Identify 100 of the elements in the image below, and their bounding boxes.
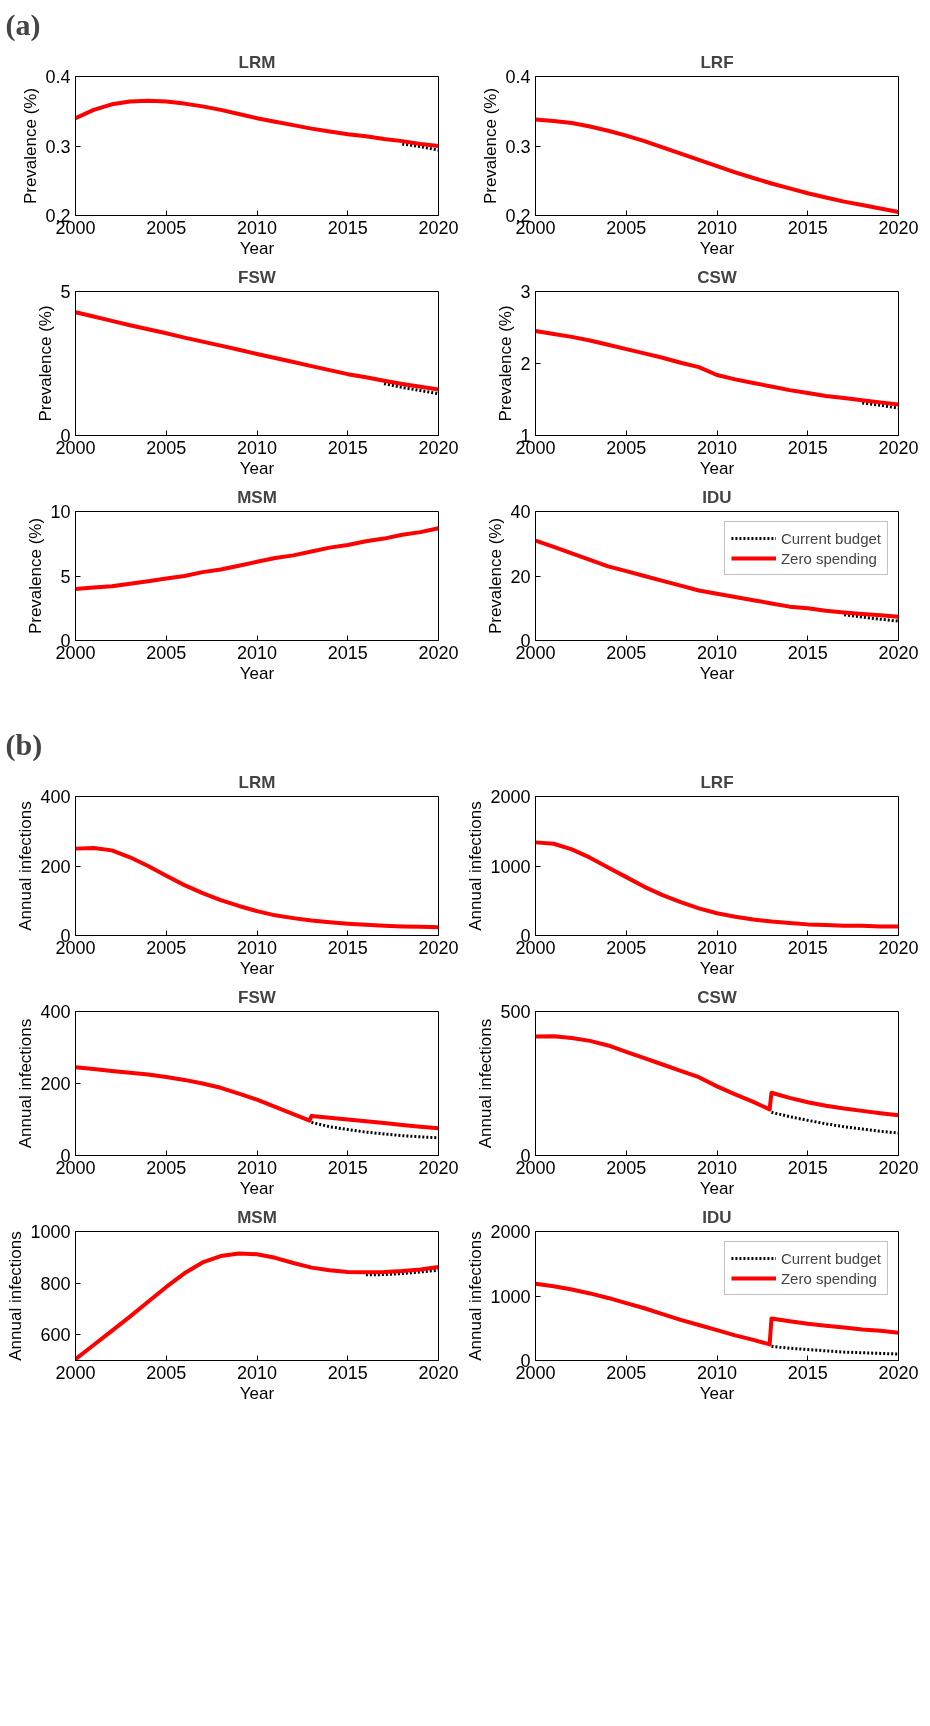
x-axis-title: Year bbox=[239, 663, 275, 683]
chart-title: FSW bbox=[238, 987, 277, 1007]
chart-title: MSM bbox=[237, 487, 277, 507]
y-tick-label: 400 bbox=[40, 1002, 71, 1022]
x-tick-label: 2010 bbox=[696, 642, 738, 663]
x-tick-label: 2005 bbox=[146, 437, 187, 458]
x-tick-label: 2015 bbox=[787, 937, 828, 958]
y-axis-title: Prevalence (%) bbox=[21, 87, 41, 205]
x-tick-label: 2005 bbox=[146, 1362, 187, 1383]
legend-label: Zero spending bbox=[780, 1269, 877, 1287]
y-tick-label: 500 bbox=[500, 1002, 531, 1022]
x-tick-label: 2010 bbox=[236, 1362, 278, 1383]
line-series bbox=[769, 1110, 899, 1135]
line-series bbox=[75, 845, 439, 930]
x-axis-title: Year bbox=[699, 238, 735, 258]
x-tick-label: 2015 bbox=[787, 1157, 828, 1178]
x-tick-label: 2020 bbox=[418, 642, 459, 663]
x-tick-label: 2010 bbox=[236, 1157, 278, 1178]
x-tick-label: 2020 bbox=[878, 437, 919, 458]
x-tick-label: 2015 bbox=[787, 1362, 828, 1383]
x-tick-label: 2005 bbox=[606, 642, 647, 663]
x-tick-label: 2005 bbox=[606, 217, 647, 238]
x-tick-label: 2015 bbox=[787, 217, 828, 238]
x-tick-label: 2005 bbox=[146, 642, 187, 663]
x-tick-label: 2020 bbox=[418, 937, 459, 958]
x-tick-label: 2010 bbox=[696, 217, 738, 238]
line-series bbox=[75, 310, 439, 392]
line-series bbox=[535, 329, 899, 407]
legend-label: Current budget bbox=[780, 529, 881, 547]
y-tick-label: 40 bbox=[510, 502, 531, 522]
text: (a) bbox=[5, 7, 41, 42]
chart-title: CSW bbox=[697, 267, 738, 287]
x-tick-label: 2010 bbox=[696, 437, 738, 458]
line-series bbox=[309, 1120, 439, 1140]
x-tick-label: 2020 bbox=[878, 1362, 919, 1383]
y-tick-label: 0.3 bbox=[45, 136, 71, 157]
x-tick-label: 2005 bbox=[146, 937, 187, 958]
x-axis-title: Year bbox=[239, 238, 275, 258]
chart-title: MSM bbox=[237, 1207, 277, 1227]
x-tick-label: 2005 bbox=[146, 1157, 187, 1178]
x-tick-label: 2015 bbox=[327, 1157, 368, 1178]
y-axis-title: Prevalence (%) bbox=[26, 517, 46, 635]
x-tick-label: 2015 bbox=[787, 642, 828, 663]
x-tick-label: 2020 bbox=[878, 937, 919, 958]
text: (b) bbox=[5, 727, 43, 762]
y-axis-title: Prevalence (%) bbox=[496, 305, 516, 422]
x-tick-label: 2010 bbox=[236, 642, 278, 663]
y-axis-title: Prevalence (%) bbox=[481, 87, 501, 205]
x-tick-label: 2005 bbox=[606, 937, 647, 958]
y-tick-label: 2 bbox=[520, 354, 531, 374]
y-axis-title: Annual infections bbox=[466, 1231, 486, 1361]
x-tick-label: 2020 bbox=[878, 642, 919, 663]
y-tick-label: 5 bbox=[60, 282, 71, 302]
line-series bbox=[535, 840, 899, 929]
chart-title: IDU bbox=[702, 1207, 732, 1227]
y-axis-title: Annual infections bbox=[16, 1018, 36, 1149]
x-tick-label: 2015 bbox=[327, 437, 368, 458]
x-tick-label: 2020 bbox=[418, 1362, 459, 1383]
y-axis-title: Prevalence (%) bbox=[36, 305, 56, 422]
y-tick-label: 2000 bbox=[490, 1222, 531, 1242]
x-tick-label: 2020 bbox=[418, 1157, 459, 1178]
x-tick-label: 2020 bbox=[418, 437, 459, 458]
x-tick-label: 2015 bbox=[787, 437, 828, 458]
line-series bbox=[75, 526, 439, 591]
y-axis-title: Annual infections bbox=[466, 801, 486, 931]
x-tick-label: 2010 bbox=[236, 217, 278, 238]
y-tick-label: 2000 bbox=[490, 787, 531, 807]
x-axis-title: Year bbox=[699, 1383, 735, 1403]
x-tick-label: 2010 bbox=[236, 437, 278, 458]
x-tick-label: 2005 bbox=[606, 1157, 647, 1178]
line-series bbox=[535, 1034, 899, 1118]
x-axis-title: Year bbox=[699, 1178, 735, 1198]
x-tick-label: 2005 bbox=[606, 437, 647, 458]
y-tick-label: 0.4 bbox=[45, 67, 71, 87]
line-series bbox=[75, 1065, 439, 1131]
x-axis-title: Year bbox=[239, 1178, 275, 1198]
x-tick-label: 2020 bbox=[878, 1157, 919, 1178]
y-tick-label: 0.4 bbox=[505, 67, 531, 87]
x-tick-label: 2010 bbox=[696, 1157, 738, 1178]
y-axis-title: Annual infections bbox=[6, 1231, 26, 1361]
chart-title: LRM bbox=[238, 772, 276, 792]
y-tick-label: 5 bbox=[60, 566, 71, 587]
x-axis-title: Year bbox=[699, 458, 735, 478]
line-series bbox=[75, 98, 439, 148]
x-axis-title: Year bbox=[239, 958, 275, 978]
x-axis-title: Year bbox=[699, 958, 735, 978]
x-tick-label: 2015 bbox=[327, 642, 368, 663]
x-tick-label: 2015 bbox=[327, 1362, 368, 1383]
y-tick-label: 600 bbox=[40, 1325, 71, 1346]
x-tick-label: 2015 bbox=[327, 937, 368, 958]
x-tick-label: 2005 bbox=[146, 217, 187, 238]
y-axis-title: Prevalence (%) bbox=[486, 517, 506, 635]
x-tick-label: 2010 bbox=[696, 1362, 738, 1383]
chart-title: LRM bbox=[238, 52, 276, 72]
x-tick-label: 2020 bbox=[418, 217, 459, 238]
x-tick-label: 2020 bbox=[878, 217, 919, 238]
x-tick-label: 2010 bbox=[236, 937, 278, 958]
y-tick-label: 3 bbox=[520, 282, 531, 302]
y-tick-label: 20 bbox=[510, 566, 531, 587]
y-tick-label: 400 bbox=[40, 787, 71, 807]
